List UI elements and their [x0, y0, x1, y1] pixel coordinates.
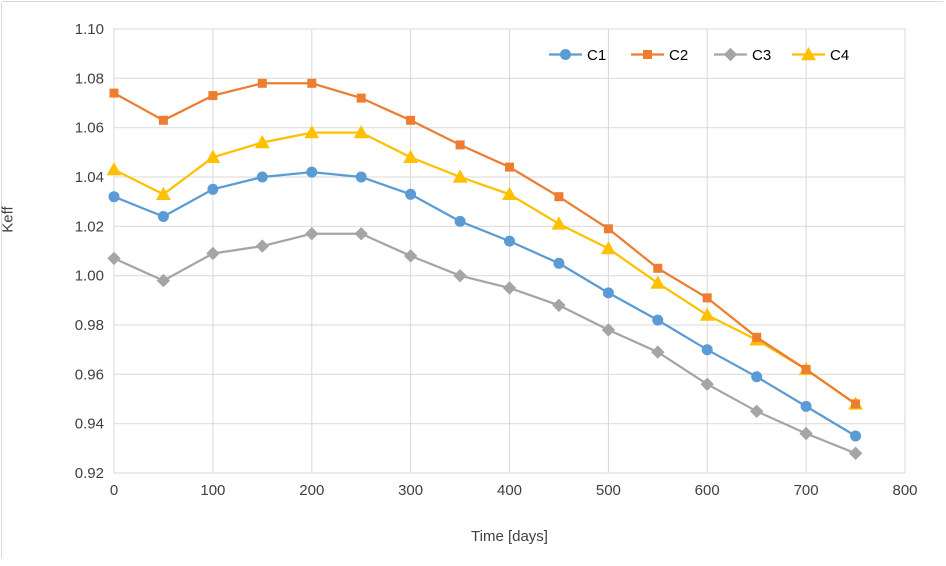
svg-text:100: 100	[200, 482, 225, 499]
svg-text:200: 200	[299, 482, 324, 499]
svg-text:1.10: 1.10	[75, 21, 104, 38]
svg-text:400: 400	[497, 482, 522, 499]
svg-text:0.94: 0.94	[75, 416, 104, 433]
svg-text:C1: C1	[587, 47, 606, 64]
svg-text:500: 500	[596, 482, 621, 499]
svg-text:0.96: 0.96	[75, 366, 104, 383]
svg-text:C3: C3	[752, 47, 771, 64]
svg-text:800: 800	[892, 482, 917, 499]
svg-text:C4: C4	[830, 47, 849, 64]
svg-text:300: 300	[398, 482, 423, 499]
svg-text:600: 600	[695, 482, 720, 499]
svg-text:1.04: 1.04	[75, 169, 104, 186]
svg-text:0.92: 0.92	[75, 465, 104, 482]
svg-text:0.98: 0.98	[75, 317, 104, 334]
svg-text:1.02: 1.02	[75, 218, 104, 235]
svg-text:700: 700	[794, 482, 819, 499]
svg-text:1.08: 1.08	[75, 70, 104, 87]
svg-text:C2: C2	[669, 47, 688, 64]
svg-text:0: 0	[110, 482, 118, 499]
svg-text:1.00: 1.00	[75, 268, 104, 285]
svg-text:1.06: 1.06	[75, 120, 104, 137]
